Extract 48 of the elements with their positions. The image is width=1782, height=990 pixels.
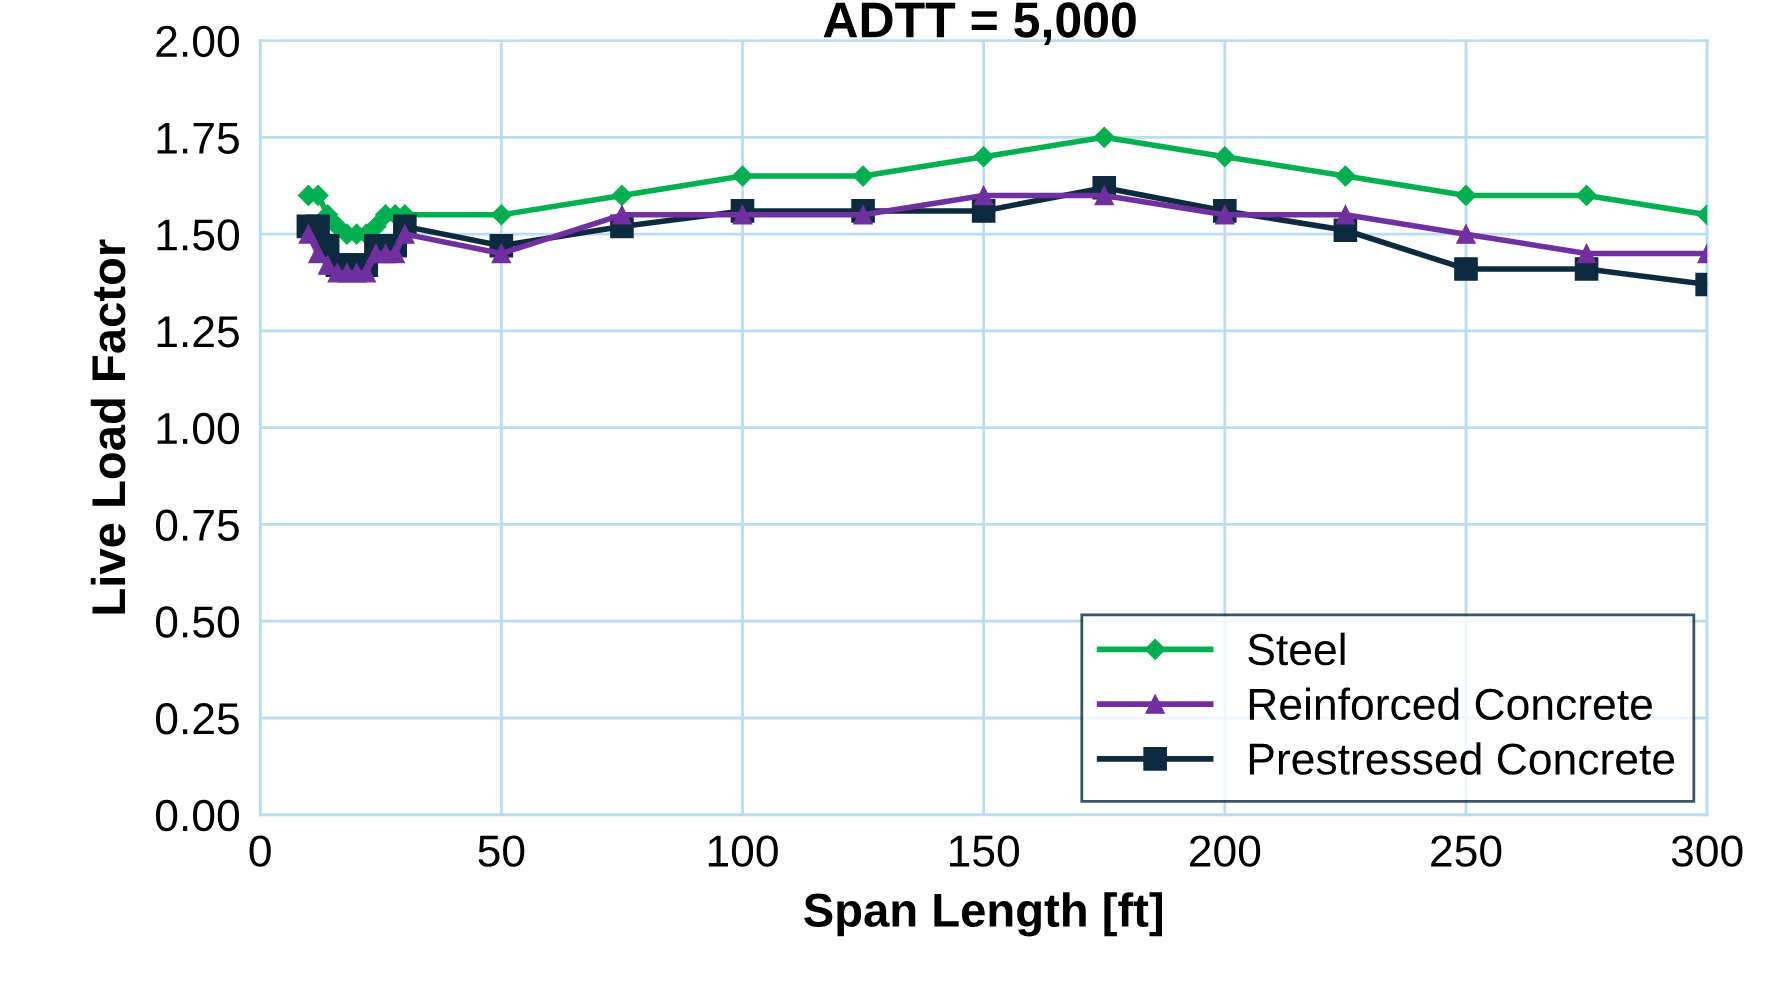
y-tick-label: 1.75 (157, 122, 239, 154)
x-tick-label: 100 (708, 835, 778, 867)
point (1334, 165, 1356, 187)
x-tick-label: 300 (1671, 835, 1743, 867)
x-tick-label: 50 (478, 835, 525, 867)
x-tick-label: 150 (949, 835, 1020, 867)
point (1093, 126, 1115, 148)
y-tick-label: 1.00 (157, 412, 239, 445)
point (1456, 224, 1476, 244)
point (1576, 243, 1597, 264)
point (1094, 185, 1114, 206)
point (732, 205, 753, 225)
x-tick-label: 200 (1189, 835, 1261, 867)
point (308, 243, 328, 264)
x-tick-label: 250 (1431, 835, 1502, 867)
point (852, 165, 874, 187)
point (973, 185, 994, 206)
chart-title: ADTT = 5,000 (823, 2, 1136, 45)
y-tick-label: 0.50 (155, 606, 239, 638)
point (356, 263, 377, 283)
y-tick-label: 1.50 (157, 219, 239, 251)
point (385, 243, 405, 264)
y-tick-label: 0.00 (155, 799, 239, 832)
point (611, 184, 633, 206)
y-tick-label: 0.25 (155, 703, 239, 735)
legend-label: Reinforced Concrete (1249, 687, 1652, 721)
point (1335, 205, 1356, 225)
point (1576, 184, 1598, 206)
point (490, 204, 512, 226)
legend-label: Steel (1248, 632, 1345, 666)
point (1454, 257, 1478, 281)
point (1214, 146, 1236, 168)
y-tick-label: 2.00 (156, 25, 239, 58)
point (853, 205, 873, 225)
y-axis-title: Live Load Factor (90, 239, 126, 614)
point (365, 215, 387, 237)
point (1215, 205, 1235, 225)
y-tick-label: 1.25 (157, 315, 239, 348)
y-tick-label: 0.75 (155, 509, 239, 541)
point (1455, 184, 1477, 206)
point (731, 165, 754, 187)
x-tick-label: 0 (249, 835, 271, 867)
point (973, 146, 995, 168)
point (612, 205, 632, 225)
legend-label: Prestressed Concrete (1249, 742, 1675, 775)
point (298, 224, 319, 244)
x-axis-title: Span Length [ft] (804, 892, 1163, 937)
point (491, 243, 512, 264)
